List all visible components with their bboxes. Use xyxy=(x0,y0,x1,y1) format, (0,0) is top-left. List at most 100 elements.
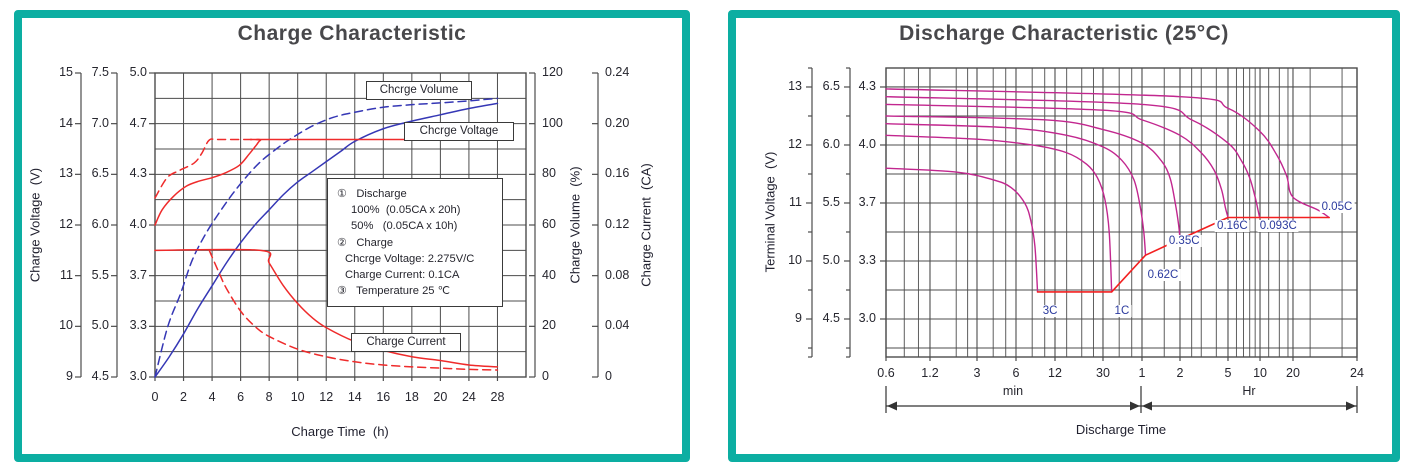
y-tick-label: 12 xyxy=(788,136,802,151)
discharge-curve-0-16c xyxy=(885,103,1229,219)
y-tick-label: 120 xyxy=(542,65,563,79)
y-tick-label: 13 xyxy=(788,78,802,93)
condition-line: Charge Current: 0.1CA xyxy=(345,269,460,282)
x-tick-label: 2 xyxy=(1176,366,1184,380)
y-tick-label: 3.0 xyxy=(858,310,876,325)
curve-charge-volume-after-100-discharge- xyxy=(154,102,499,378)
y-tick-label: 14 xyxy=(59,115,73,130)
y-tick-label: 0.24 xyxy=(605,65,630,79)
y-tick-label: 6.0 xyxy=(822,136,840,151)
y-tick-label: 60 xyxy=(542,217,556,231)
charge-time-axis-label: Charge Time (h) xyxy=(291,424,389,439)
y-tick-label: 3.3 xyxy=(129,318,147,333)
y-tick-label: 80 xyxy=(542,166,556,181)
arrowhead xyxy=(1346,401,1356,411)
y-tick-label: 4.7 xyxy=(129,115,147,130)
y-tick-label: 4.3 xyxy=(129,166,147,181)
rate-label-0-05c: 0.05C xyxy=(1319,201,1355,214)
x-tick-label: 8 xyxy=(265,390,273,404)
y-tick-label: 5.5 xyxy=(91,267,109,282)
y-tick-label: 12 xyxy=(59,217,73,231)
x-tick-label: 16 xyxy=(376,390,391,404)
x-tick-label: 4 xyxy=(208,390,216,404)
arrowhead xyxy=(1142,401,1152,411)
x-tick-label: 20 xyxy=(1286,366,1300,380)
discharge-characteristic-panel: Discharge Characteristic (25°C) Terminal… xyxy=(728,10,1400,462)
y-tick-label: 0.04 xyxy=(605,318,630,333)
rate-label-1c: 1C xyxy=(1112,305,1132,318)
x-tick-label: 12 xyxy=(319,390,334,404)
y-tick-label: 13 xyxy=(59,166,73,181)
y-tick-label: 7.5 xyxy=(91,65,109,79)
discharge-curve-0-093c xyxy=(885,95,1261,219)
y-tick-label: 6.0 xyxy=(91,217,109,231)
rate-label-0-16c: 0.16C xyxy=(1215,220,1250,233)
y-tick-label: 20 xyxy=(542,318,556,333)
y-tick-label: 9 xyxy=(66,369,73,383)
y-tick-label: 0.16 xyxy=(605,166,630,181)
y-tick-label: 0.08 xyxy=(605,267,630,282)
rate-label-3c: 3C xyxy=(1040,305,1060,318)
test-conditions-note: ① Discharge 100% (0.05CA x 20h) 50% (0.05C… xyxy=(327,178,503,308)
x-tick-label: 12 xyxy=(1048,366,1062,380)
x-tick-label: 0.6 xyxy=(877,366,895,380)
charge-volume-curve-label: Chcrge Volume xyxy=(366,81,472,100)
x-tick-label: 10 xyxy=(1253,366,1267,380)
discharge-plot-canvas xyxy=(806,67,1358,413)
y-tick-label: 11 xyxy=(789,194,802,209)
y-tick-label: 10 xyxy=(59,318,73,333)
charge-chart-title: Charge Characteristic xyxy=(237,22,467,45)
x-tick-label: 10 xyxy=(290,390,305,404)
x-tick-label: 14 xyxy=(347,390,362,404)
charge-characteristic-panel: Charge Characteristic Charge Voltage (V)… xyxy=(14,10,690,462)
condition-line: ② Charge xyxy=(337,236,394,249)
x-tick-label: 24 xyxy=(1350,366,1364,380)
rate-label-0-093c: 0.093C xyxy=(1257,220,1299,233)
discharge-curve-0-35c xyxy=(885,115,1181,240)
curve-charge-volume-after-50-discharge- xyxy=(154,97,499,378)
x-tick-label: 6 xyxy=(237,390,245,404)
y-tick-label: 0 xyxy=(605,369,612,383)
hours-unit-label: Hr xyxy=(1242,384,1256,398)
y-tick-label: 5.5 xyxy=(822,194,840,209)
curve-charge-current-after-50-discharge- xyxy=(208,249,499,371)
y-tick-label: 4.0 xyxy=(129,217,147,231)
y-tick-label: 40 xyxy=(542,267,556,282)
x-tick-label: 6 xyxy=(1012,366,1020,380)
y-tick-label: 4.0 xyxy=(858,136,876,151)
y-tick-label: 11 xyxy=(60,267,73,282)
curve-charge-voltage-after-50-discharge- xyxy=(154,138,260,199)
y-tick-label: 4.5 xyxy=(822,310,840,325)
condition-line: 100% (0.05CA x 20h) xyxy=(351,204,461,217)
y-tick-label: 6.5 xyxy=(91,166,109,181)
y-tick-label: 3.3 xyxy=(858,252,876,267)
cutoff-voltage-line xyxy=(1036,216,1330,293)
arrowhead xyxy=(887,401,897,411)
x-tick-label: 3 xyxy=(973,366,981,380)
x-tick-label: 0 xyxy=(151,390,159,404)
y-tick-label: 0 xyxy=(542,369,549,383)
plot-frame xyxy=(885,67,1358,358)
condition-line: ③ Temperature 25 ℃ xyxy=(337,285,451,298)
x-tick-label: 5 xyxy=(1224,366,1232,380)
charge-voltage-curve-label: Chcrge Voltage xyxy=(404,122,514,141)
curve-charge-current-after-100-discharge- xyxy=(154,248,499,368)
minutes-unit-label: min xyxy=(1002,384,1024,398)
rate-label-0-35c: 0.35C xyxy=(1166,234,1202,247)
y-tick-label: 4.5 xyxy=(91,369,109,383)
y-tick-label: 100 xyxy=(542,115,563,130)
y-tick-label: 3.7 xyxy=(129,267,147,282)
discharge-curve-0-62c xyxy=(885,123,1147,256)
y-tick-label: 10 xyxy=(788,252,802,267)
discharge-chart-title: Discharge Characteristic (25°C) xyxy=(899,22,1229,45)
y-tick-label: 15 xyxy=(59,65,73,79)
y-tick-label: 5.0 xyxy=(91,318,109,333)
arrowhead xyxy=(1130,401,1140,411)
discharge-curve-3c xyxy=(885,167,1039,293)
x-tick-label: 28 xyxy=(490,390,505,404)
x-tick-label: 1 xyxy=(1138,366,1146,380)
condition-line: ① Discharge xyxy=(337,188,407,200)
x-tick-label: 20 xyxy=(433,390,448,404)
y-tick-label: 7.0 xyxy=(91,115,109,130)
